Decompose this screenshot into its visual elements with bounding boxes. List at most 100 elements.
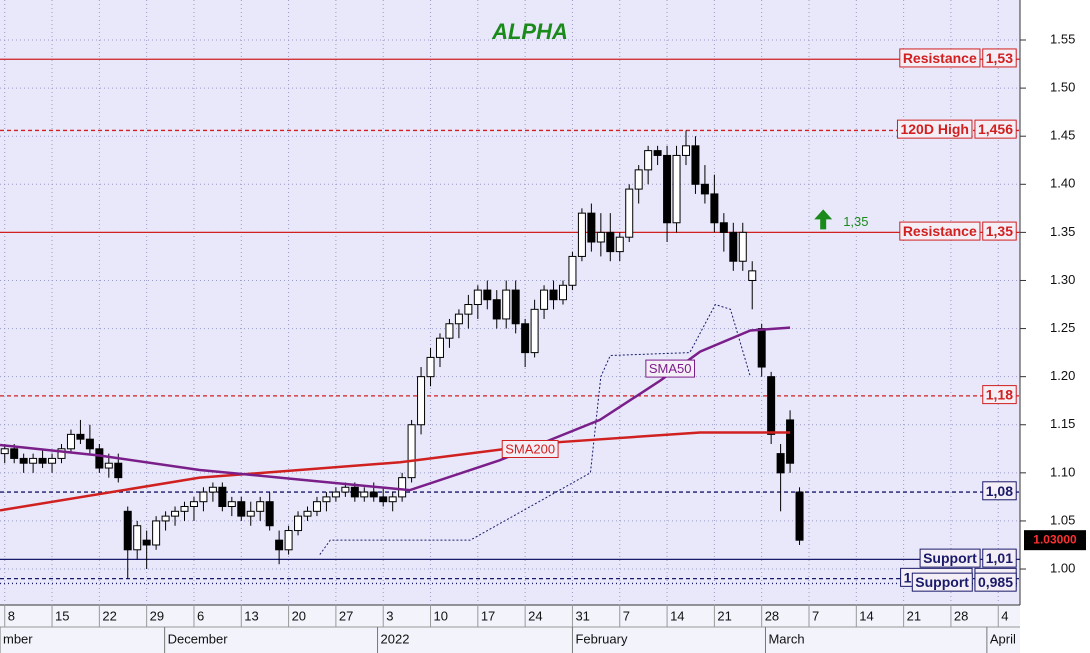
candle-body (152, 520, 161, 546)
candle-body (104, 462, 113, 469)
candle-body (331, 491, 340, 498)
marks (0, 58, 1086, 585)
candle-body (265, 501, 274, 527)
level-value: 1,35 (986, 223, 1013, 239)
x-tick-label: 24 (528, 608, 542, 623)
x-tick-label: 21 (907, 608, 921, 623)
x-tick-label: 28 (954, 608, 968, 623)
level-value-box (982, 385, 1017, 405)
candle-body (710, 193, 719, 224)
x-tick-label: 20 (292, 608, 306, 623)
y-tick-label: 1.30 (1050, 272, 1075, 287)
candle-body (189, 501, 198, 508)
level-value: 1,53 (986, 50, 1013, 66)
x-tick-label: 17 (481, 608, 495, 623)
level-label: Support (915, 574, 969, 590)
y-tick-label: 1.10 (1050, 464, 1075, 479)
ma-label-box (501, 440, 559, 459)
level-label-box (919, 548, 981, 568)
candle-body (530, 308, 539, 354)
level-label: 120D High (900, 121, 968, 137)
y-tick-label: 1.35 (1050, 224, 1075, 239)
candle-body (19, 457, 28, 464)
y-tick-label: 1.20 (1050, 368, 1075, 383)
level-value: 0,985 (978, 574, 1013, 590)
last-price: 1.03000 (1033, 532, 1077, 546)
candle-body (388, 496, 397, 503)
x-tick-label: 22 (102, 608, 116, 623)
level-value-box (982, 221, 1017, 241)
candle-body (180, 506, 189, 512)
chart-title: ALPHA (491, 19, 568, 44)
candle-body (502, 289, 511, 320)
y-tick-label: 1.25 (1050, 320, 1075, 335)
month-label: December (168, 631, 229, 646)
candle-body (199, 491, 208, 503)
x-tick-label: 7 (623, 608, 630, 623)
level-value-box (982, 481, 1017, 501)
level-label-box (896, 119, 973, 139)
candle-body (303, 510, 312, 517)
candle-body (615, 236, 624, 253)
candle-body (558, 284, 567, 301)
candle-body (795, 491, 804, 541)
candle-body (691, 145, 700, 185)
candle-body (786, 419, 795, 464)
y-tick-label: 1.55 (1050, 31, 1075, 46)
candle-body (748, 270, 757, 281)
level-label: Resistance (903, 50, 977, 66)
month-label: 2022 (381, 631, 410, 646)
x-tick-label: 13 (244, 608, 258, 623)
candle-body (587, 212, 596, 243)
candle-body (48, 457, 57, 464)
candle-body (379, 496, 388, 503)
candle-body (776, 453, 785, 474)
ma-label: SMA200 (505, 442, 555, 457)
x-tick-label: 29 (150, 608, 164, 623)
x-tick-label: 28 (765, 608, 779, 623)
candle-body (76, 433, 85, 440)
candle-body (123, 510, 132, 551)
candle-body (66, 433, 75, 450)
month-label: March (768, 631, 804, 646)
candle-body (38, 457, 47, 464)
candle-body (700, 183, 709, 195)
candle-body (454, 313, 463, 325)
candle-body (85, 438, 94, 450)
candle-body (171, 510, 180, 517)
candle-body (473, 289, 482, 306)
candle-body (237, 501, 246, 517)
level-value: 1,18 (986, 387, 1013, 403)
x-tick-label: 14 (670, 608, 684, 623)
candle-body (719, 222, 728, 233)
candle-body (133, 525, 142, 551)
month-label: mber (3, 631, 33, 646)
candle-body (634, 169, 643, 190)
candle-body (767, 376, 776, 435)
candle-body (568, 255, 577, 286)
candle-body (407, 424, 416, 479)
month-label: April (990, 631, 1016, 646)
y-tick-label: 1.05 (1050, 512, 1075, 527)
candle-body (738, 231, 747, 262)
y-tick-label: 1.15 (1050, 416, 1075, 431)
last-price-box (1024, 530, 1086, 551)
x-tick-label: 27 (339, 608, 353, 623)
candle-body (208, 486, 217, 493)
level-value: 1,01 (986, 550, 1013, 566)
y-tick-label: 1.50 (1050, 80, 1075, 95)
candle-body (57, 448, 66, 459)
candle-body (549, 289, 558, 301)
level-value-box (974, 572, 1017, 592)
candle-body (114, 462, 123, 479)
candle-body (161, 515, 170, 522)
candle-body (227, 501, 236, 508)
candle-body (663, 154, 672, 224)
candle-body (521, 323, 530, 354)
candle-body (341, 486, 350, 493)
x-tick-label: 15 (55, 608, 69, 623)
level-label-box (911, 572, 973, 592)
ma-label-box (645, 359, 696, 378)
candle-body (540, 289, 549, 310)
x-tick-label: 14 (859, 608, 873, 623)
